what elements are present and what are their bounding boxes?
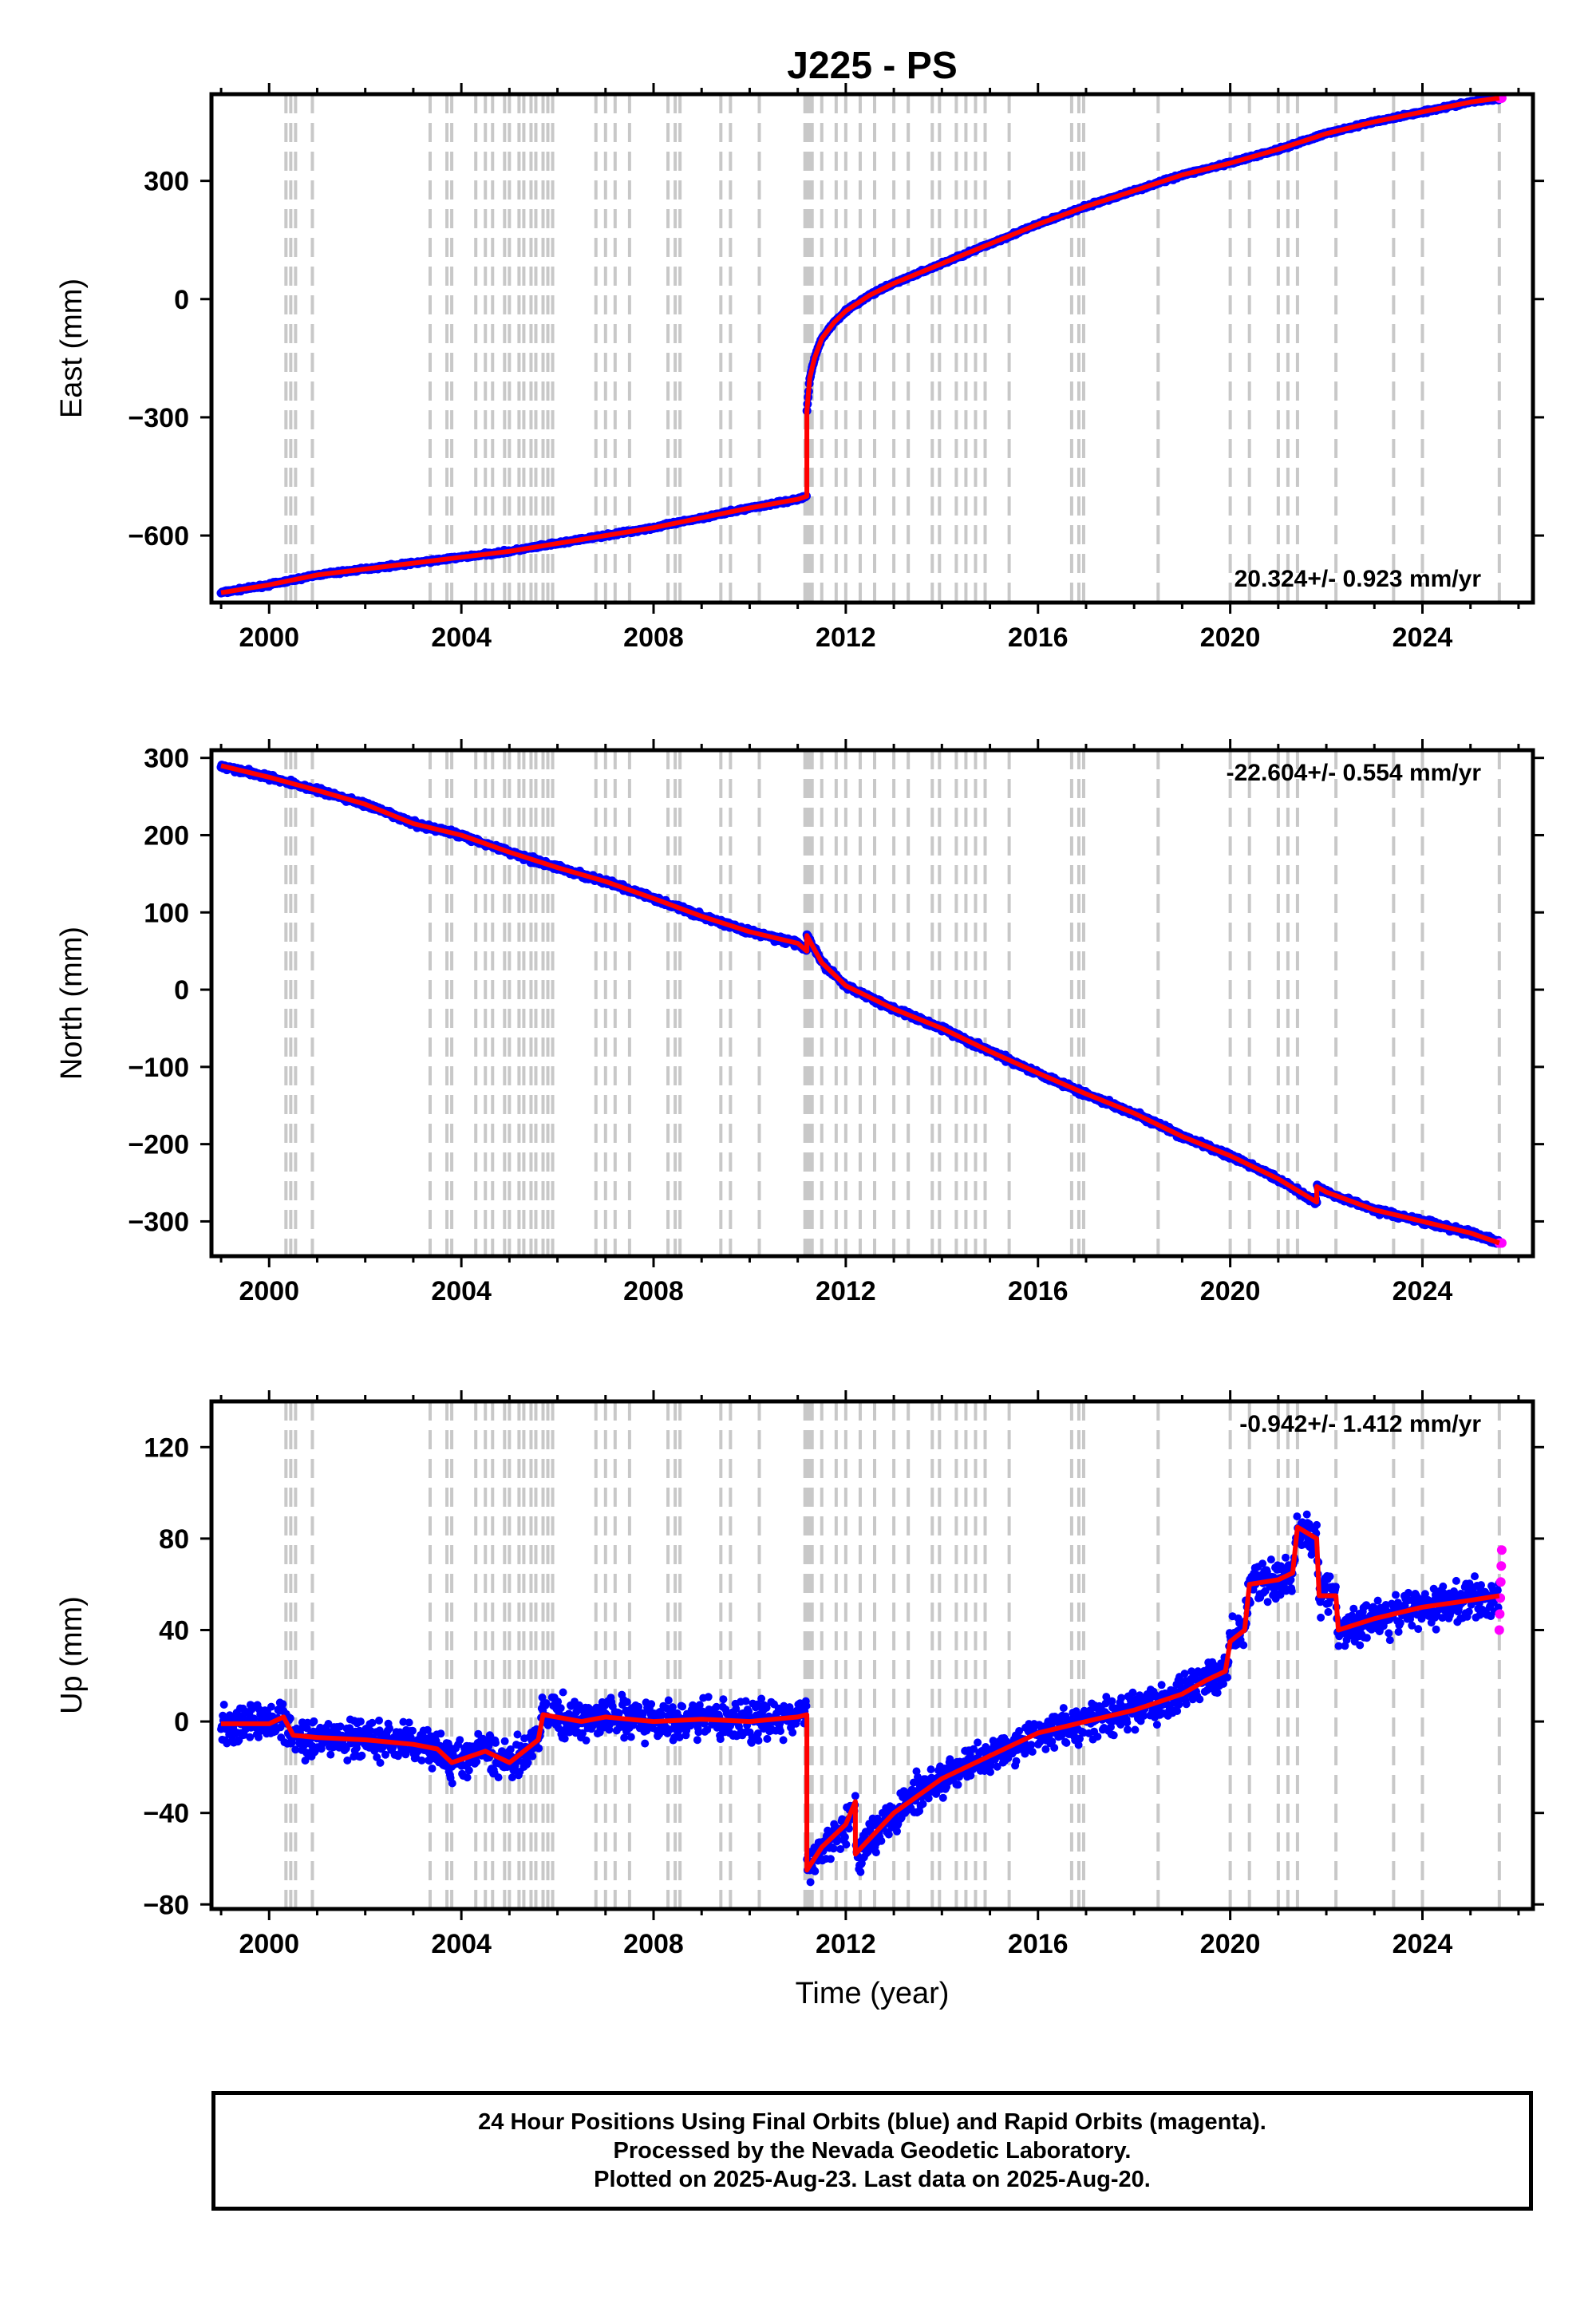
data-point (246, 1733, 255, 1741)
model-fit-line (220, 95, 1500, 595)
chart-title: J225 - PS (787, 45, 957, 87)
data-point (225, 1711, 234, 1720)
x-tick-label: 2024 (1393, 622, 1453, 653)
y-tick-label: −300 (128, 1207, 189, 1237)
panel-frame (209, 92, 1535, 605)
daily-positions (216, 761, 1507, 1248)
data-point (219, 1701, 228, 1709)
y-tick-label: −200 (128, 1130, 189, 1160)
data-point (223, 1739, 231, 1748)
y-tick-label: −300 (128, 403, 189, 433)
data-point (326, 1750, 335, 1759)
y-axis-label: East (mm) (55, 279, 89, 418)
y-tick-label: 300 (144, 744, 189, 774)
x-tick-label: 2000 (239, 622, 299, 653)
plot-area (216, 750, 1507, 1256)
x-tick-label: 2020 (1200, 622, 1261, 653)
x-tick-label: 2020 (1200, 1276, 1261, 1306)
x-tick-label: 2004 (431, 1276, 492, 1306)
plot-area (216, 94, 1507, 603)
y-tick-label: 100 (144, 898, 189, 928)
y-axis-label: North (mm) (55, 927, 89, 1080)
x-tick-label: 2016 (1008, 622, 1069, 653)
velocity-annotation: 20.324+/- 0.923 mm/yr (1235, 566, 1482, 592)
y-tick-label: 0 (174, 975, 189, 1006)
x-tick-label: 2024 (1393, 1276, 1453, 1306)
y-tick-label: 0 (174, 285, 189, 315)
data-point (310, 1717, 318, 1725)
y-tick-label: 200 (144, 820, 189, 851)
data-point (279, 1700, 287, 1709)
x-tick-label: 2000 (239, 1276, 299, 1306)
panel-east: 2000 2004 2008 2012 2016 2020 2024 −600 −300 0 300… (55, 83, 1544, 653)
y-tick-label: −600 (128, 521, 189, 551)
x-tick-label: 2008 (623, 1276, 684, 1306)
data-point (286, 1714, 294, 1722)
plot-area (217, 1401, 1507, 1909)
x-tick-label: 2016 (1008, 1276, 1069, 1306)
y-tick-label: −100 (128, 1053, 189, 1083)
model-fit-line (220, 763, 1500, 1246)
panel-frame (209, 748, 1535, 1259)
x-tick-label: 2012 (816, 622, 876, 653)
daily-positions (217, 1510, 1507, 1887)
x-tick-label: 2004 (431, 622, 492, 653)
velocity-annotation: -22.604+/- 0.554 mm/yr (1227, 760, 1482, 786)
panel-up: 2000 2004 2008 2012 2016 2020 2024−80−40040801… (55, 1390, 1544, 2010)
y-tick-label: 300 (144, 167, 189, 197)
data-point (255, 1733, 263, 1741)
data-point (267, 1702, 275, 1711)
data-point (276, 1723, 285, 1732)
panel-north: 2000 2004 2008 2012 2016 2020 2024−300−200−100… (55, 739, 1544, 1306)
x-tick-label: 2012 (816, 1276, 876, 1306)
rapid-point (1496, 94, 1507, 103)
x-tick-label: 2008 (623, 622, 684, 653)
data-point (291, 1745, 300, 1754)
